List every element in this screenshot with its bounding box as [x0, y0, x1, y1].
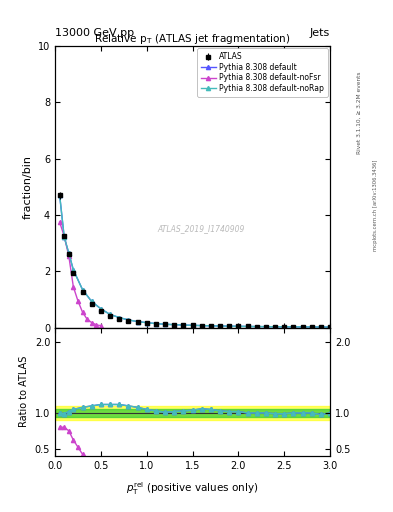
Pythia 8.308 default [273, 324, 277, 330]
Y-axis label: Ratio to ATLAS: Ratio to ATLAS [19, 356, 29, 428]
Pythia 8.308 default-noRap [264, 324, 268, 330]
Pythia 8.308 default [199, 323, 204, 329]
Pythia 8.308 default-noRap [218, 323, 222, 329]
Pythia 8.308 default-noRap [236, 323, 241, 329]
Text: mcplots.cern.ch [arXiv:1306.3436]: mcplots.cern.ch [arXiv:1306.3436] [373, 159, 378, 250]
Pythia 8.308 default [264, 324, 268, 330]
Pythia 8.308 default [71, 267, 76, 273]
Pythia 8.308 default-noRap [62, 234, 66, 240]
Pythia 8.308 default [62, 234, 66, 240]
Pythia 8.308 default-noRap [328, 324, 332, 330]
Pythia 8.308 default [154, 321, 158, 327]
Pythia 8.308 default-noRap [273, 324, 277, 330]
Pythia 8.308 default-noRap [227, 323, 231, 329]
Pythia 8.308 default [209, 323, 213, 329]
Pythia 8.308 default-noRap [89, 298, 94, 305]
Pythia 8.308 default-noRap [66, 250, 71, 256]
Pythia 8.308 default [227, 323, 231, 329]
Pythia 8.308 default [282, 324, 286, 330]
Pythia 8.308 default-noFsr [80, 309, 85, 315]
Pythia 8.308 default-noFsr [85, 316, 90, 323]
Pythia 8.308 default [254, 324, 259, 330]
Text: 13000 GeV pp: 13000 GeV pp [55, 28, 134, 38]
Pythia 8.308 default [117, 314, 121, 321]
Line: Pythia 8.308 default-noFsr: Pythia 8.308 default-noFsr [57, 220, 103, 328]
Text: $p_{\rm T}^{\rm rel}$ (positive values only): $p_{\rm T}^{\rm rel}$ (positive values o… [127, 480, 259, 497]
Pythia 8.308 default [300, 324, 305, 330]
Pythia 8.308 default [190, 322, 195, 328]
Pythia 8.308 default-noRap [135, 318, 140, 325]
Pythia 8.308 default [181, 322, 186, 328]
Pythia 8.308 default-noRap [245, 324, 250, 330]
Pythia 8.308 default-noFsr [75, 298, 80, 304]
Pythia 8.308 default-noRap [154, 321, 158, 327]
Pythia 8.308 default [172, 322, 176, 328]
Pythia 8.308 default-noRap [181, 322, 186, 328]
Pythia 8.308 default [126, 317, 131, 323]
Pythia 8.308 default-noRap [117, 314, 121, 321]
Pythia 8.308 default [291, 324, 296, 330]
Pythia 8.308 default-noRap [71, 267, 76, 273]
Pythia 8.308 default [319, 324, 323, 330]
Pythia 8.308 default-noFsr [57, 219, 62, 225]
Legend: ATLAS, Pythia 8.308 default, Pythia 8.308 default-noFsr, Pythia 8.308 default-no: ATLAS, Pythia 8.308 default, Pythia 8.30… [197, 48, 328, 97]
Y-axis label: fraction/bin: fraction/bin [22, 155, 32, 219]
Bar [55, 410, 330, 417]
Title: Relative p$_\mathrm{T}$ (ATLAS jet fragmentation): Relative p$_\mathrm{T}$ (ATLAS jet fragm… [94, 32, 291, 46]
Pythia 8.308 default [245, 324, 250, 330]
Pythia 8.308 default [108, 311, 112, 317]
Pythia 8.308 default-noRap [309, 324, 314, 330]
Pythia 8.308 default-noRap [108, 311, 112, 317]
Pythia 8.308 default-noRap [57, 191, 62, 198]
Pythia 8.308 default [135, 318, 140, 325]
Pythia 8.308 default [218, 323, 222, 329]
Line: Pythia 8.308 default: Pythia 8.308 default [57, 193, 332, 329]
Pythia 8.308 default-noRap [190, 322, 195, 328]
Pythia 8.308 default-noRap [254, 324, 259, 330]
Text: Jets: Jets [310, 28, 330, 38]
Pythia 8.308 default-noFsr [62, 233, 66, 239]
Pythia 8.308 default [309, 324, 314, 330]
Line: Pythia 8.308 default-noRap: Pythia 8.308 default-noRap [57, 193, 332, 329]
Pythia 8.308 default-noRap [291, 324, 296, 330]
Bar [55, 406, 330, 420]
Pythia 8.308 default-noRap [300, 324, 305, 330]
Pythia 8.308 default-noRap [319, 324, 323, 330]
Pythia 8.308 default [80, 287, 85, 293]
Pythia 8.308 default [89, 298, 94, 305]
Pythia 8.308 default-noRap [99, 306, 103, 312]
Pythia 8.308 default-noRap [163, 321, 167, 327]
Pythia 8.308 default-noRap [144, 319, 149, 326]
Pythia 8.308 default [236, 323, 241, 329]
Text: ATLAS_2019_I1740909: ATLAS_2019_I1740909 [157, 225, 244, 233]
Pythia 8.308 default-noRap [126, 317, 131, 323]
Pythia 8.308 default-noFsr [94, 322, 99, 328]
Pythia 8.308 default [99, 306, 103, 312]
Pythia 8.308 default-noRap [80, 287, 85, 293]
Pythia 8.308 default-noRap [172, 322, 176, 328]
Pythia 8.308 default [66, 250, 71, 256]
Pythia 8.308 default-noRap [209, 323, 213, 329]
Pythia 8.308 default [57, 191, 62, 198]
Text: Rivet 3.1.10, ≥ 3.2M events: Rivet 3.1.10, ≥ 3.2M events [357, 71, 362, 154]
Pythia 8.308 default [144, 319, 149, 326]
Pythia 8.308 default-noRap [282, 324, 286, 330]
Pythia 8.308 default-noFsr [89, 319, 94, 326]
Pythia 8.308 default-noRap [199, 323, 204, 329]
Pythia 8.308 default-noFsr [71, 284, 76, 290]
Pythia 8.308 default [163, 321, 167, 327]
Pythia 8.308 default [328, 324, 332, 330]
Pythia 8.308 default-noFsr [99, 323, 103, 329]
Pythia 8.308 default-noFsr [66, 253, 71, 259]
